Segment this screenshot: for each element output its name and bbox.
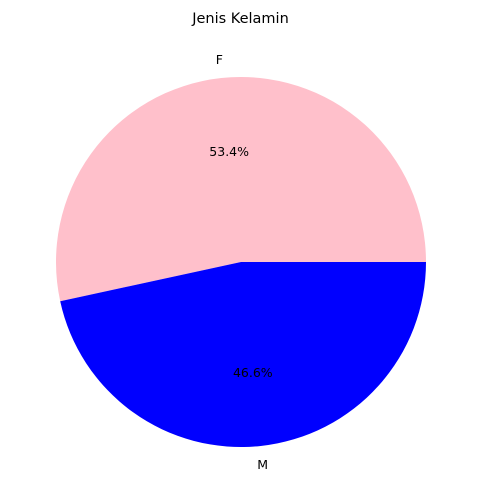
chart-title: Jenis Kelamin bbox=[191, 11, 289, 27]
pie-labels: F 53.4% M 46.6% bbox=[209, 52, 272, 472]
pie-slice-f bbox=[55, 76, 427, 302]
pct-label-m: 46.6% bbox=[233, 365, 273, 380]
pie-slice-m bbox=[60, 262, 427, 447]
slice-label-m: M bbox=[257, 457, 268, 472]
pie-slices bbox=[55, 76, 427, 447]
slice-label-f: F bbox=[216, 52, 223, 67]
pct-label-f: 53.4% bbox=[209, 144, 249, 159]
